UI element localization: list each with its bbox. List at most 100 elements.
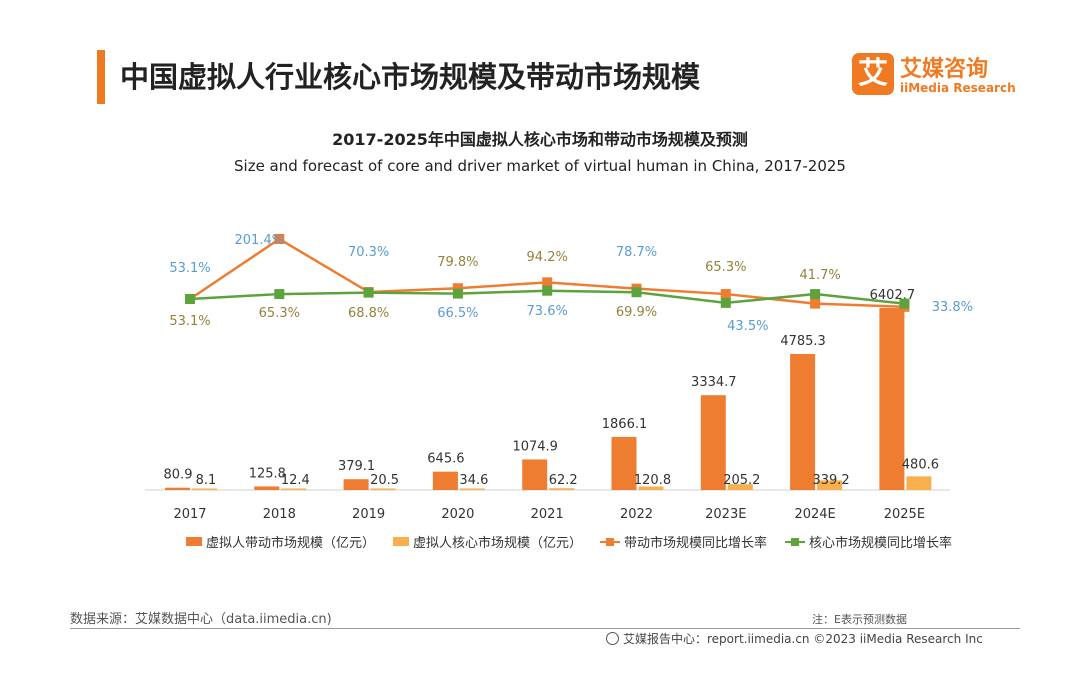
growth-label-bottom: 33.8% (932, 300, 973, 315)
x-tick-label: 2021 (531, 507, 564, 522)
data-label-core: 8.1 (196, 473, 217, 488)
legend-label-core-growth: 核心市场规模同比增长率 (809, 536, 953, 551)
data-label-core: 20.5 (370, 473, 399, 488)
growth-label-bottom: 65.3% (259, 306, 300, 321)
data-label-core: 34.6 (459, 473, 488, 488)
footer-copyright: 艾媒报告中心：report.iimedia.cn ©2023 iiMedia R… (606, 630, 983, 647)
marker-core-growth (542, 285, 553, 296)
marker-driver-growth (720, 289, 731, 300)
x-tick-label: 2018 (263, 507, 296, 522)
data-label-core: 205.2 (723, 473, 760, 488)
marker-core-growth (274, 289, 285, 300)
data-label-core: 480.6 (902, 457, 939, 472)
globe-icon (606, 632, 619, 645)
growth-label-bottom: 53.1% (169, 314, 210, 329)
marker-core-growth (631, 287, 642, 298)
growth-label-top: 78.7% (616, 245, 657, 260)
data-label-core: 12.4 (281, 473, 310, 488)
bar-driver (522, 459, 548, 490)
data-label-driver: 125.8 (249, 466, 286, 481)
data-label-driver: 379.1 (338, 459, 375, 474)
bar-driver (432, 471, 458, 490)
marker-driver-growth (452, 283, 463, 294)
data-source: 数据来源：艾媒数据中心（data.iimedia.cn) (70, 612, 332, 627)
bar-core (459, 488, 485, 490)
page-title: 中国虚拟人行业核心市场规模及带动市场规模 (120, 60, 701, 94)
growth-label-top: 70.3% (348, 245, 389, 260)
growth-label-bottom: 43.5% (727, 319, 768, 334)
x-tick-label: 2019 (352, 507, 385, 522)
footer-divider (70, 628, 1020, 629)
growth-label-top: 65.3% (705, 260, 746, 275)
legend-swatch-core-growth (785, 537, 806, 547)
chart-title: 2017-2025年中国虚拟人核心市场和带动市场规模及预测 (332, 130, 748, 149)
data-label-core: 120.8 (634, 473, 671, 488)
marker-core-growth (185, 294, 195, 304)
legend-swatch-driver-growth (600, 537, 621, 547)
brand-name-en: iiMedia Research (900, 81, 1016, 95)
data-label-driver: 645.6 (427, 452, 464, 467)
marker-driver-growth (274, 234, 285, 244)
legend-item-driver-bar: 虚拟人带动市场规模（亿元） (186, 532, 375, 551)
bar-core (638, 486, 664, 490)
marker-core-growth (899, 298, 910, 309)
legend-label-core: 虚拟人核心市场规模（亿元） (413, 536, 583, 551)
growth-label-top: 41.7% (799, 268, 840, 283)
marker-driver-growth (810, 298, 821, 309)
legend-swatch-core (393, 537, 410, 546)
growth-label-bottom: 73.6% (527, 304, 568, 319)
data-label-driver: 1074.9 (512, 439, 558, 454)
x-tick-label: 2024E (794, 507, 835, 522)
bar-driver (165, 487, 190, 490)
legend-item-driver-growth: 带动市场规模同比增长率 (600, 532, 767, 551)
x-tick-label: 2022 (620, 507, 653, 522)
marker-core-growth (810, 289, 821, 300)
bar-core (727, 484, 753, 490)
legend-swatch-driver (186, 537, 202, 546)
legend-label-driver: 虚拟人带动市场规模（亿元） (206, 536, 376, 551)
legend-item-core-growth: 核心市场规模同比增长率 (785, 532, 952, 551)
marker-core-growth (363, 287, 374, 298)
marker-core-growth (720, 297, 731, 308)
growth-label-top: 53.1% (169, 261, 210, 276)
bar-core (281, 488, 307, 490)
data-label-driver: 4785.3 (780, 334, 826, 349)
brand-name-cn: 艾媒咨询 (900, 57, 989, 82)
footer-copyright-text: 艾媒报告中心：report.iimedia.cn ©2023 iiMedia R… (623, 632, 983, 646)
x-tick-label: 2020 (441, 507, 474, 522)
growth-label-top: 94.2% (527, 250, 568, 265)
title-accent-bar (97, 50, 105, 104)
data-label-driver: 3334.7 (691, 375, 737, 390)
bar-driver (254, 486, 280, 490)
bar-driver (343, 479, 369, 490)
growth-label-bottom: 68.8% (348, 306, 389, 321)
data-label-driver: 80.9 (164, 468, 193, 483)
bar-driver (611, 436, 637, 490)
data-label-core: 62.2 (549, 473, 578, 488)
bar-core (549, 488, 575, 490)
chart-subtitle: Size and forecast of core and driver mar… (234, 157, 846, 175)
data-label-core: 339.2 (812, 473, 849, 488)
legend-label-driver-growth: 带动市场规模同比增长率 (624, 536, 768, 551)
legend-item-core-bar: 虚拟人核心市场规模（亿元） (393, 532, 582, 551)
forecast-note: 注：E表示预测数据 (812, 613, 907, 626)
bar-core (906, 476, 932, 490)
bar-core (370, 488, 396, 490)
bar-driver (700, 395, 726, 490)
chart-legend: 虚拟人带动市场规模（亿元） 虚拟人核心市场规模（亿元） 带动市场规模同比增长率 … (186, 532, 952, 551)
bar-driver (879, 308, 905, 490)
marker-core-growth (452, 288, 463, 299)
growth-label-bottom: 66.5% (437, 306, 478, 321)
bar-driver (790, 353, 816, 490)
x-tick-label: 2025E (884, 507, 925, 522)
growth-label-bottom: 69.9% (616, 305, 657, 320)
growth-label-top: 79.8% (437, 255, 478, 270)
growth-label-top: 201.4% (235, 233, 285, 248)
bar-core (192, 488, 217, 490)
x-tick-label: 2017 (173, 507, 206, 522)
data-label-driver: 1866.1 (602, 417, 648, 432)
bar-core (817, 480, 843, 490)
brand-logo-icon: 艾 (852, 53, 894, 95)
brand-logo-block: 艾 艾媒咨询 iiMedia Research (852, 53, 1016, 103)
